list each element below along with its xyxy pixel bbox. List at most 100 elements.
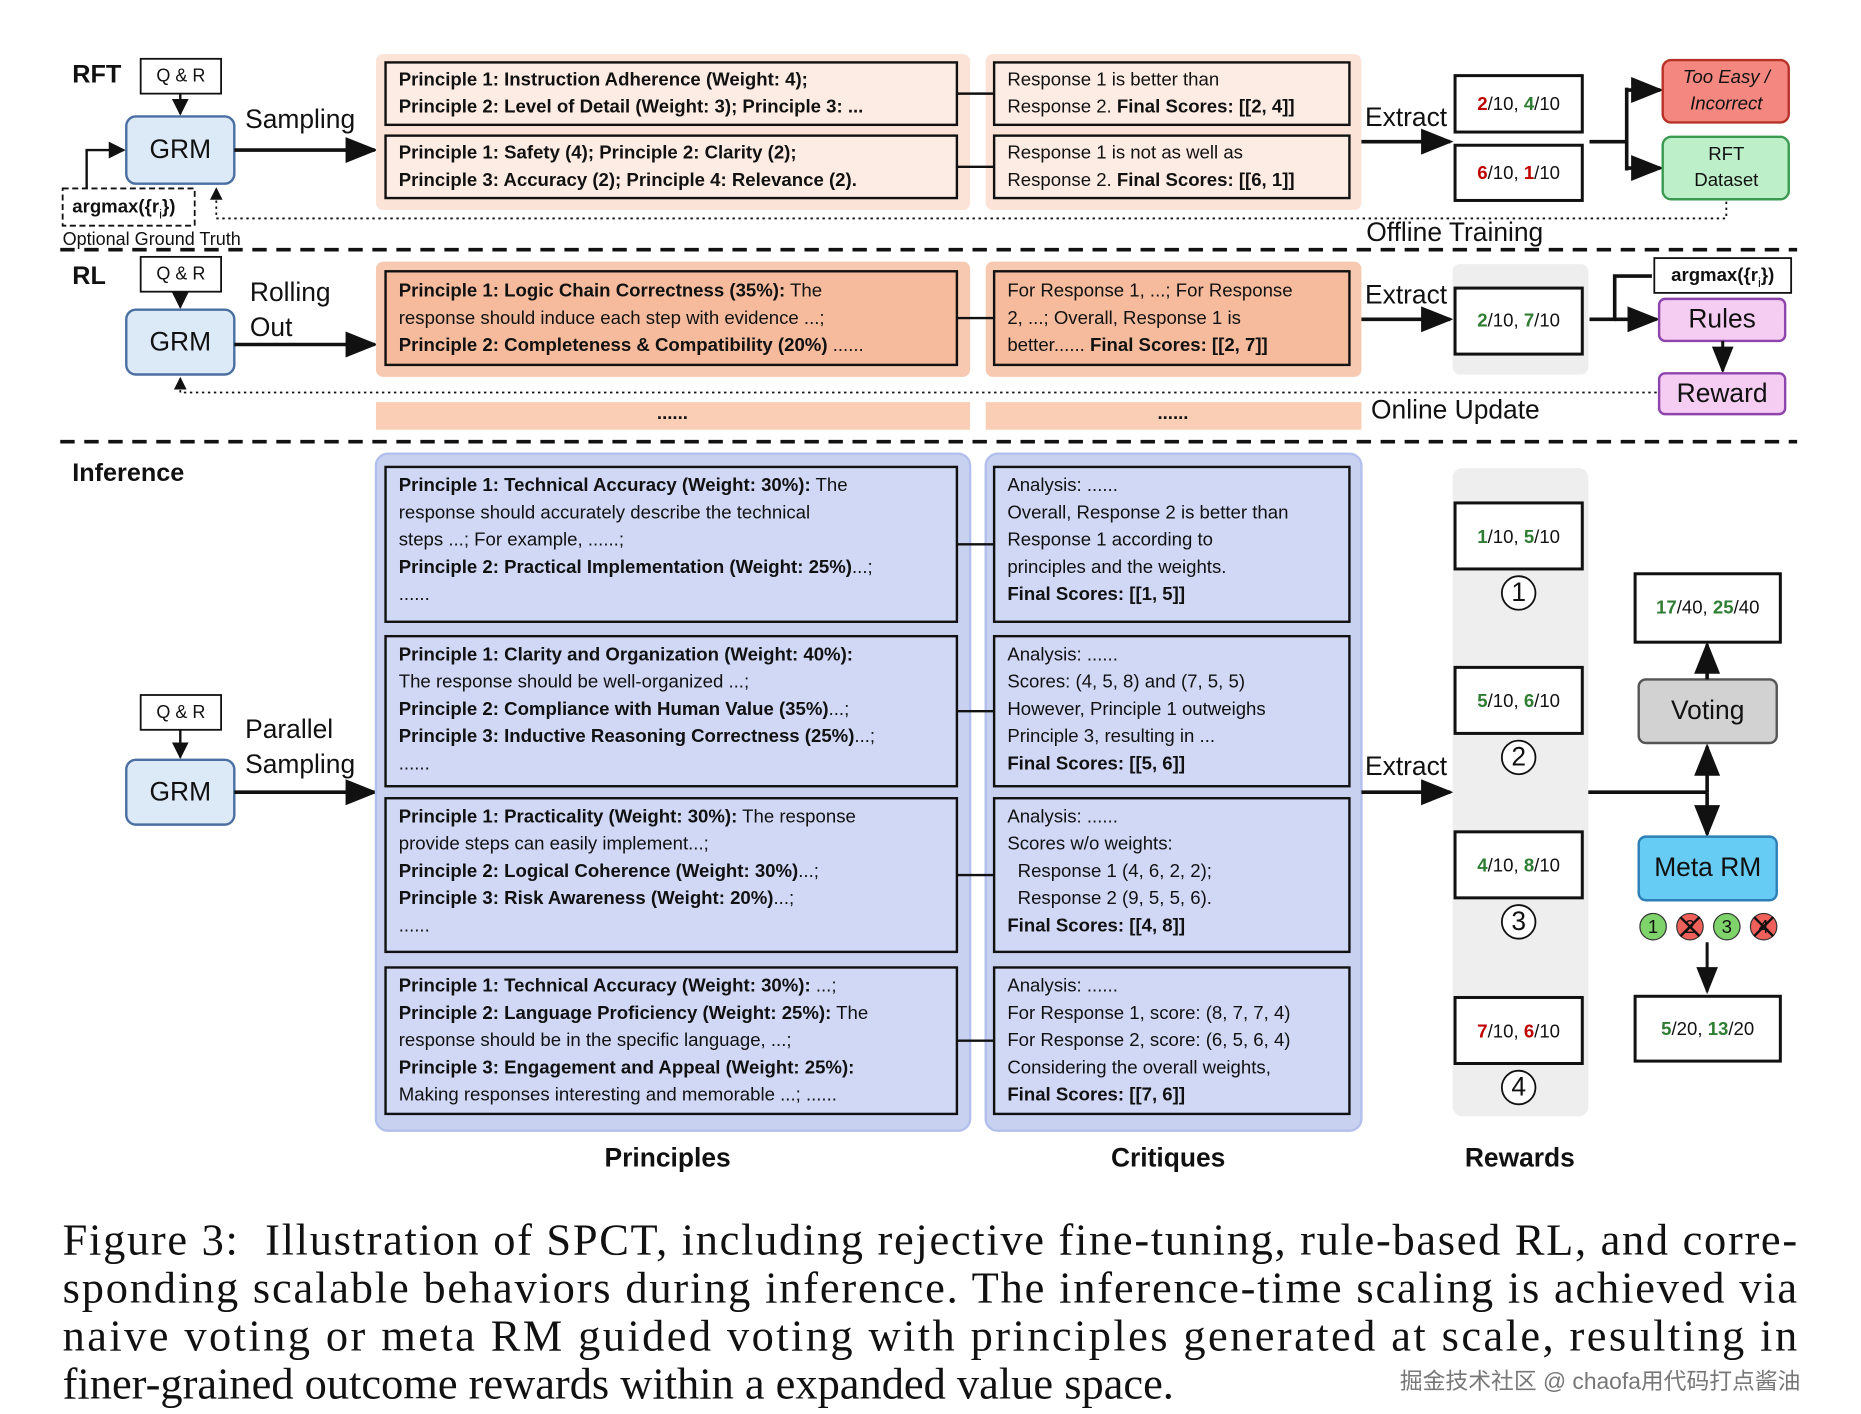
critique-text: Scores w/o weights: bbox=[1007, 833, 1172, 854]
reward-box bbox=[1453, 74, 1584, 134]
meta-result-box bbox=[1633, 994, 1782, 1063]
critique-text: Overall, Response 2 is better than bbox=[1007, 501, 1288, 522]
grm-label: GRM bbox=[149, 134, 211, 164]
meta-rm-label: Meta RM bbox=[1654, 852, 1761, 882]
text-run: /10 bbox=[1534, 690, 1560, 711]
critique-text: Response 2 (9, 5, 5, 6). bbox=[1007, 887, 1212, 908]
text-run: Principle 2: Logical Coherence (Weight: … bbox=[399, 860, 799, 881]
text-run: ...; bbox=[774, 887, 795, 908]
principle-text: ...... bbox=[399, 914, 430, 935]
principle-text: Principle 1: Practicality (Weight: 30%):… bbox=[399, 805, 856, 826]
caption-line: finer-grained outcome rewards within a e… bbox=[63, 1358, 1174, 1408]
meta-circle-label: 1 bbox=[1648, 916, 1658, 937]
grm-label: GRM bbox=[149, 326, 211, 356]
text-run: Final Scores: [[6, 1]] bbox=[1117, 169, 1295, 190]
rft-dataset-box bbox=[1661, 135, 1790, 201]
critique-text: Final Scores: [[1, 5]] bbox=[1007, 583, 1185, 604]
reject-cross bbox=[1679, 916, 1701, 938]
principle-text: Principle 1: Clarity and Organization (W… bbox=[399, 643, 853, 664]
column-label: Critiques bbox=[1111, 1142, 1225, 1172]
reward-box bbox=[1453, 995, 1584, 1066]
principle-text: response should accurately describe the … bbox=[399, 501, 810, 522]
index-circle bbox=[1500, 904, 1537, 940]
meta-circle-label: 3 bbox=[1722, 916, 1732, 937]
text-run: 25 bbox=[1713, 596, 1734, 617]
branch bbox=[1589, 274, 1652, 322]
text-run: /10 bbox=[1534, 855, 1560, 876]
text-run: 4 bbox=[1477, 855, 1488, 876]
reward-rule-box bbox=[1657, 372, 1787, 416]
principle-text: ...... bbox=[399, 583, 430, 604]
principle-text: Principle 2: Level of Detail (Weight: 3)… bbox=[399, 96, 864, 117]
offline-loop bbox=[209, 187, 1728, 220]
qr-label: Q & R bbox=[156, 702, 205, 722]
text-run: /20, bbox=[1672, 1018, 1708, 1039]
text-run: Principle 1: Instruction Adherence (Weig… bbox=[399, 68, 808, 89]
text-run: /10, bbox=[1488, 855, 1524, 876]
principle-box bbox=[384, 61, 959, 127]
principle-text: Principle 1: Instruction Adherence (Weig… bbox=[399, 68, 808, 89]
text-run: Principle 2: Level of Detail (Weight: 3)… bbox=[399, 96, 864, 117]
text-run: 4 bbox=[1524, 93, 1535, 114]
index-label: 1 bbox=[1511, 577, 1526, 607]
meta-result: 5/20, 13/20 bbox=[1661, 1018, 1754, 1039]
text-run: better...... bbox=[1007, 334, 1090, 355]
text-run: ...... bbox=[828, 334, 864, 355]
principle-text: Principle 3: Accuracy (2); Principle 4: … bbox=[399, 169, 857, 190]
critique-box bbox=[992, 797, 1351, 954]
text-run: Principle 1: Practicality (Weight: 30%): bbox=[399, 805, 738, 826]
critique-text: Response 1 is better than bbox=[1007, 68, 1219, 89]
caption-line: Figure 3: Illustration of SPCT, includin… bbox=[63, 1214, 1797, 1264]
arrow bbox=[85, 141, 126, 189]
text-run: The bbox=[785, 280, 822, 301]
principle-text: Principle 2: Logical Coherence (Weight: … bbox=[399, 860, 819, 881]
parallel-label: Parallel bbox=[245, 714, 333, 744]
grm-label: GRM bbox=[149, 776, 211, 806]
text-run: /10 bbox=[1534, 93, 1560, 114]
critique-box bbox=[992, 634, 1351, 788]
text-run: i bbox=[159, 207, 162, 222]
principle-text: steps ...; For example, ......; bbox=[399, 529, 624, 550]
qr-box bbox=[139, 57, 222, 95]
text-run: Final Scores: [[2, 7]] bbox=[1090, 334, 1268, 355]
text-run: 2 bbox=[1477, 310, 1487, 331]
text-run: /10, bbox=[1488, 310, 1524, 331]
text-run: The bbox=[811, 474, 848, 495]
section-label: Inference bbox=[72, 459, 184, 487]
critique-text: Response 1 is not as well as bbox=[1007, 142, 1243, 163]
text-run: Final Scores: [[1, 5]] bbox=[1007, 583, 1185, 604]
argmax-label: argmax({ri}) bbox=[1671, 264, 1774, 290]
principle-text: Principle 1: Technical Accuracy (Weight:… bbox=[399, 975, 837, 996]
ellipsis: ...... bbox=[1157, 402, 1188, 423]
index-circle bbox=[1500, 575, 1537, 611]
column-label: Rewards bbox=[1465, 1142, 1575, 1172]
critique-text: Principle 3, resulting in ... bbox=[1007, 725, 1215, 746]
text-run: ...; bbox=[854, 725, 875, 746]
critique-text: Analysis: ...... bbox=[1007, 975, 1118, 996]
extract-label: Extract bbox=[1365, 279, 1448, 309]
text-run: 17 bbox=[1656, 596, 1677, 617]
index-label: 3 bbox=[1511, 906, 1526, 936]
argmax-box bbox=[61, 187, 196, 227]
watermark: 掘金技术社区 @ chaofa用代码打点酱油 bbox=[1400, 1368, 1801, 1394]
principle-box bbox=[384, 797, 959, 954]
text-run: 8 bbox=[1524, 855, 1534, 876]
text-run: Principle 1: Logic Chain Correctness (35… bbox=[399, 280, 785, 301]
critique-text: Response 2. Final Scores: [[2, 4]] bbox=[1007, 96, 1294, 117]
principle-text: ...... bbox=[399, 752, 430, 773]
critique-box bbox=[992, 270, 1351, 367]
critique-text: Analysis: ...... bbox=[1007, 474, 1118, 495]
text-run: /10 bbox=[1534, 310, 1560, 331]
critique-text: 2, ...; Overall, Response 1 is bbox=[1007, 307, 1241, 328]
principle-text: Principle 3: Risk Awareness (Weight: 20%… bbox=[399, 887, 794, 908]
text-run: Principle 2: Compliance with Human Value… bbox=[399, 698, 829, 719]
voting-label: Voting bbox=[1671, 695, 1744, 725]
critique-text: principles and the weights. bbox=[1007, 556, 1226, 577]
ellipsis-bar bbox=[375, 402, 971, 430]
principle-text: Principle 3: Engagement and Appeal (Weig… bbox=[399, 1056, 855, 1077]
critique-text: For Response 2, score: (6, 5, 6, 4) bbox=[1007, 1029, 1290, 1050]
text-run: /10 bbox=[1534, 526, 1560, 547]
reward-box bbox=[1453, 501, 1584, 571]
text-run: Principle 1: Safety (4); Principle 2: Cl… bbox=[399, 142, 797, 163]
